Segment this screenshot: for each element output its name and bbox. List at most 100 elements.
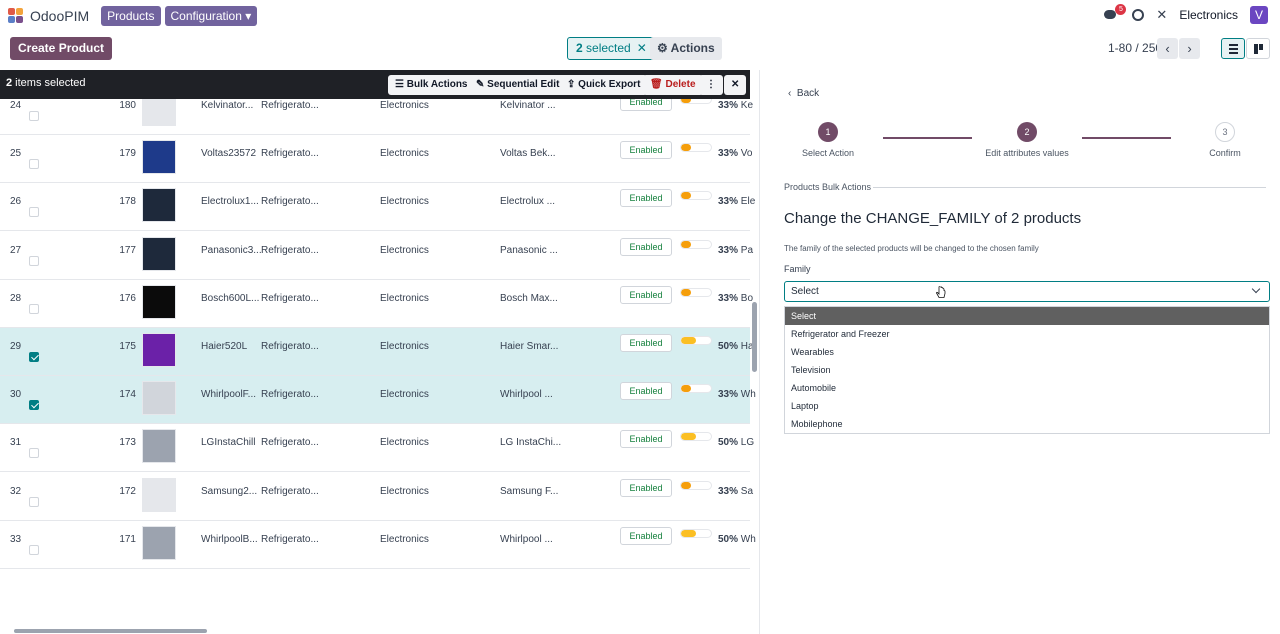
product-family: Electronics [380, 533, 429, 545]
step-2-label: Edit attributes values [985, 148, 1069, 158]
row-index: 27 [10, 244, 22, 256]
notification-count: 5 [1115, 4, 1127, 15]
upload-icon: ⇪ [567, 79, 576, 90]
debug-tools-icon[interactable]: ✕ [1156, 7, 1168, 22]
status-badge: Enabled [620, 382, 672, 401]
product-id: 180 [119, 100, 136, 111]
product-image [142, 525, 176, 560]
row-checkbox[interactable] [29, 544, 39, 555]
messages-icon[interactable]: 5 [1104, 4, 1127, 22]
row-checkbox[interactable] [29, 159, 39, 170]
delete-button[interactable]: 🗑 Delete [643, 75, 703, 95]
sequential-edit-button[interactable]: ✎ Sequential Edit [469, 75, 567, 95]
vertical-scrollbar[interactable] [752, 302, 757, 372]
app-brand[interactable]: OdooPIM [8, 8, 89, 24]
status-badge: Enabled [620, 237, 672, 256]
row-index: 24 [10, 100, 22, 111]
family-option[interactable]: Select [785, 307, 1269, 325]
table-row[interactable]: 32 172 Samsung2... Refrigerato... Electronic… [0, 472, 753, 521]
create-product-button[interactable]: Create Product [10, 37, 113, 60]
product-family: Electronics [380, 148, 429, 160]
bulk-actions-button[interactable]: ☰ Bulk Actions [388, 75, 475, 95]
progress-fill [681, 385, 691, 393]
product-list: 2 items selected ☰ Bulk Actions ✎ Sequen… [0, 70, 760, 634]
product-id: 177 [119, 244, 136, 256]
table-row[interactable]: 28 176 Bosch600L... Refrigerato... Electroni… [0, 279, 753, 328]
family-option[interactable]: Television [791, 365, 831, 375]
user-avatar[interactable]: V [1250, 6, 1268, 24]
horizontal-scrollbar[interactable] [14, 629, 207, 633]
step-confirm: 3 Confirm [1175, 122, 1275, 158]
product-id: 175 [119, 341, 136, 352]
completeness-percent: 50% Wh [718, 533, 756, 545]
family-select[interactable]: Select [784, 281, 1270, 302]
product-family: Electronics [380, 292, 429, 304]
product-family: Electronics [380, 244, 429, 256]
row-index: 28 [10, 292, 22, 304]
table-row[interactable]: 29 175 Haier520L Refrigerato... Electronics H… [0, 328, 754, 376]
table-row[interactable]: 33 171 WhirlpoolB... Refrigerato... Electron… [0, 520, 756, 569]
table-row[interactable]: 31 173 LGInstaChill Refrigerato... Electroni… [0, 424, 754, 473]
app-name: OdooPIM [30, 8, 90, 24]
product-category: Refrigerato... [261, 437, 319, 449]
activity-clock-icon[interactable] [1132, 9, 1145, 21]
product-category: Refrigerato... [261, 148, 319, 160]
family-options-list: Select Refrigerator and Freezer Wearables T… [784, 306, 1270, 434]
family-option[interactable]: Mobilephone [791, 419, 843, 429]
table-row[interactable]: 25 179 Voltas23572 Refrigerato... Electronic… [0, 135, 752, 184]
row-checkbox[interactable] [29, 400, 39, 411]
table-row[interactable]: 27 177 Panasonic3... Refrigerato... Electron… [0, 231, 753, 280]
completeness-progress [680, 384, 712, 394]
back-link[interactable]: ‹ Back [788, 88, 819, 99]
product-category: Refrigerato... [261, 533, 319, 545]
completeness-progress [680, 432, 712, 442]
row-checkbox[interactable] [29, 496, 39, 507]
table-row[interactable]: 30 174 WhirlpoolF... Refrigerato... Electron… [0, 376, 756, 425]
row-checkbox[interactable] [29, 111, 39, 121]
control-panel: Create Product 2 selected ✕ ⚙ Actions 1-… [0, 32, 1280, 68]
row-index: 32 [10, 485, 22, 497]
row-index: 33 [10, 533, 22, 545]
progress-fill [681, 337, 696, 344]
family-select-value: Select [791, 286, 819, 297]
product-description: Electrolux ... [500, 196, 556, 208]
row-checkbox[interactable] [29, 448, 39, 459]
top-navbar: OdooPIM Products Configuration ▾ 5 ✕ Ele… [0, 0, 1280, 32]
pager-next-icon[interactable]: › [1179, 38, 1200, 59]
family-option[interactable]: Automobile [791, 383, 837, 393]
family-option[interactable]: Refrigerator and Freezer [791, 329, 890, 339]
step-3-label: Confirm [1209, 148, 1241, 158]
actions-label: Actions [670, 41, 715, 55]
product-description: Kelvinator ... [500, 100, 556, 111]
family-label: Family [784, 264, 811, 274]
back-label: Back [796, 88, 820, 99]
list-view-icon[interactable] [1221, 38, 1245, 59]
kanban-view-icon[interactable] [1246, 38, 1270, 59]
close-selection-icon[interactable]: ✕ [724, 75, 747, 95]
row-checkbox[interactable] [29, 352, 39, 362]
pager-previous-icon[interactable]: ‹ [1157, 38, 1178, 59]
completeness-percent: 50% LG [718, 437, 755, 449]
more-options-icon[interactable]: ⋮ [699, 75, 723, 95]
selected-badge[interactable]: 2 selected ✕ [567, 37, 656, 60]
company-switcher[interactable]: Electronics [1179, 8, 1238, 22]
table-row[interactable]: 26 178 Electrolux1... Refrigerato... Electro… [0, 183, 755, 232]
status-badge: Enabled [620, 478, 672, 497]
row-checkbox[interactable] [29, 303, 39, 314]
family-option[interactable]: Laptop [791, 401, 819, 411]
clear-selection-icon[interactable]: ✕ [636, 41, 647, 55]
completeness-progress [680, 191, 712, 201]
row-checkbox[interactable] [29, 255, 39, 266]
product-description: Samsung F... [500, 485, 559, 497]
product-name: WhirlpoolB... [201, 533, 258, 545]
product-family: Electronics [380, 100, 429, 111]
family-option[interactable]: Wearables [791, 347, 834, 357]
divider [873, 187, 1266, 188]
quick-export-button[interactable]: ⇪ Quick Export [560, 75, 648, 95]
nav-configuration[interactable]: Configuration ▾ [164, 6, 258, 26]
row-checkbox[interactable] [29, 207, 39, 218]
nav-products[interactable]: Products [101, 6, 161, 26]
actions-dropdown[interactable]: ⚙ Actions [650, 37, 722, 60]
product-image [142, 333, 176, 367]
pager-value[interactable]: 1-80 / 250 [1108, 41, 1163, 55]
